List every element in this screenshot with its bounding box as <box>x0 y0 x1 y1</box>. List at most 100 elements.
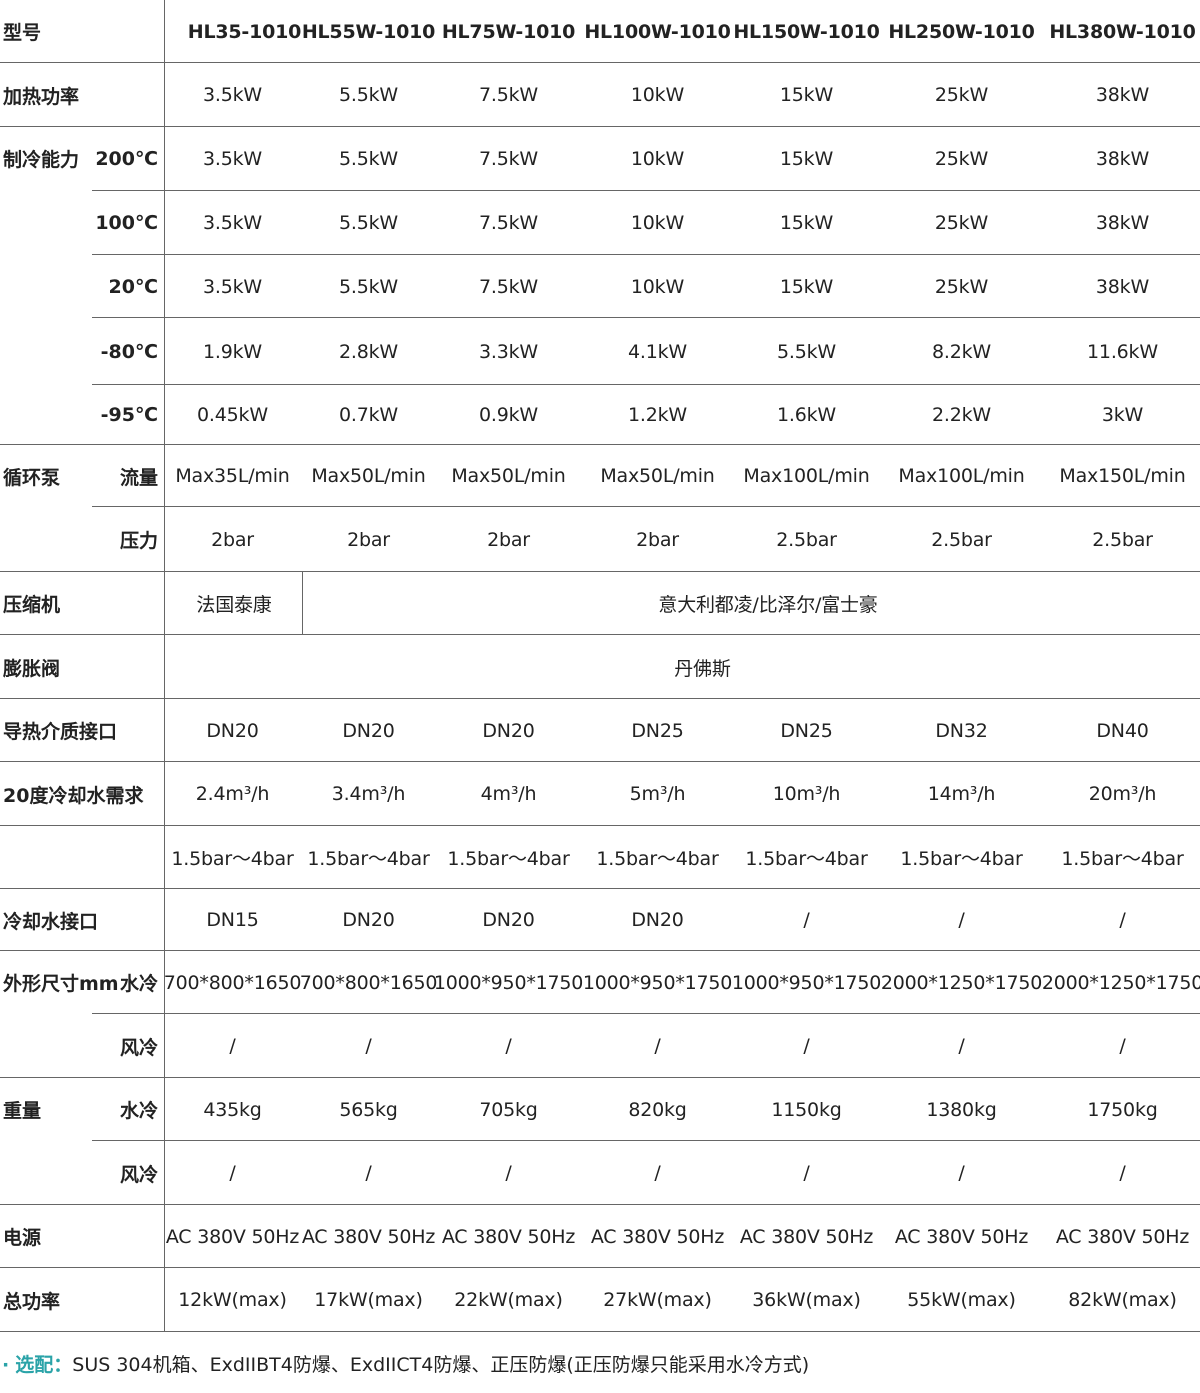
row-divider <box>92 190 1200 191</box>
value-cell: 2000*1250*1750 <box>1041 971 1200 994</box>
value-cell: DN32 <box>935 719 988 742</box>
value-cell: 1000*950*1750 <box>731 971 882 994</box>
value-cell: 2bar <box>211 528 254 551</box>
model-header: HL250W-1010 <box>888 20 1035 43</box>
value-cell: DN20 <box>482 909 535 931</box>
value-cell: 5.5kW <box>776 340 836 363</box>
value-cell: 法国泰康 <box>196 594 272 616</box>
value-cell: 38kW <box>1095 212 1150 234</box>
row-divider <box>0 950 1200 951</box>
row-label: 导热介质接口 <box>3 721 118 743</box>
value-cell: 1380kg <box>926 1098 997 1121</box>
table-row: 100℃ 3.5kW 5.5kW 7.5kW 10kW 15kW 25kW 38kW <box>0 190 1200 255</box>
value-cell: 3.5kW <box>202 148 262 170</box>
value-cell: 25kW <box>934 84 989 106</box>
divider <box>164 0 165 63</box>
value-cell: 8.2kW <box>931 340 991 363</box>
row-label: 20度冷却水需求 <box>3 784 144 807</box>
value-cell: DN25 <box>780 719 833 742</box>
value-cell: DN20 <box>342 909 395 931</box>
divider <box>164 699 165 762</box>
table-row: 导热介质接口 DN20 DN20 DN20 DN25 DN25 DN32 DN40 <box>0 698 1200 762</box>
row-sublabel: 流量 <box>119 466 158 489</box>
divider <box>164 1014 165 1078</box>
row-sublabel: 200℃ <box>95 148 158 170</box>
value-cell: Max50L/min <box>451 465 566 487</box>
value-cell: 5m³/h <box>629 783 686 805</box>
header-row: 型号 HL35-1010 HL55W-1010 HL75W-1010 HL100W-10… <box>0 0 1200 63</box>
value-cell: 丹佛斯 <box>674 657 731 680</box>
value-cell: / <box>803 1162 810 1184</box>
value-cell: 10kW <box>630 84 685 106</box>
value-cell: 435kg <box>203 1098 262 1121</box>
divider <box>164 318 165 385</box>
value-cell: 2bar <box>487 528 530 551</box>
value-cell: / <box>803 909 810 931</box>
value-cell: 1.5bar～4bar <box>447 848 570 870</box>
divider <box>164 507 165 572</box>
value-cell: Max100L/min <box>743 465 870 487</box>
value-cell: 1.5bar～4bar <box>745 848 868 870</box>
model-header: HL100W-1010 <box>584 20 731 43</box>
value-cell: / <box>803 1035 810 1057</box>
value-cell: 3.4m³/h <box>331 783 406 805</box>
row-divider <box>92 1013 1200 1014</box>
table-row: 压力 2bar 2bar 2bar 2bar 2.5bar 2.5bar 2.5bar <box>0 506 1200 572</box>
value-cell: 15kW <box>779 148 834 170</box>
value-cell: 1.5bar～4bar <box>307 848 430 870</box>
divider <box>164 63 165 127</box>
value-cell: 1.9kW <box>202 340 262 363</box>
divider <box>164 889 165 951</box>
value-cell: AC 380V 50Hz <box>894 1225 1029 1248</box>
value-cell: 1.5bar～4bar <box>900 848 1023 870</box>
value-cell: 38kW <box>1095 148 1150 170</box>
divider <box>164 951 165 1014</box>
value-cell: 38kW <box>1095 275 1150 298</box>
value-cell: 15kW <box>779 212 834 234</box>
value-cell: / <box>654 1162 661 1184</box>
row-divider <box>0 634 1200 635</box>
value-cell: 700*800*1650 <box>299 971 438 994</box>
value-cell: 2000*1250*1750 <box>880 971 1043 994</box>
value-cell: 2bar <box>347 528 390 551</box>
row-divider <box>92 254 1200 255</box>
value-cell: / <box>958 1035 965 1057</box>
value-cell: 10kW <box>630 148 685 170</box>
value-cell: DN25 <box>631 719 684 742</box>
value-cell: AC 380V 50Hz <box>1055 1225 1190 1248</box>
value-cell: 14m³/h <box>927 783 996 805</box>
value-cell: DN40 <box>1096 719 1149 742</box>
value-cell: / <box>365 1035 372 1057</box>
value-cell: 1750kg <box>1087 1098 1158 1121</box>
row-divider <box>0 761 1200 762</box>
row-divider <box>0 888 1200 889</box>
note-bullet: · <box>2 1354 10 1376</box>
table-row: 制冷能力 200℃ 3.5kW 5.5kW 7.5kW 10kW 15kW 25kW 38kW <box>0 126 1200 191</box>
value-cell: 1150kg <box>771 1098 842 1121</box>
value-cell: 5.5kW <box>338 84 398 106</box>
table-row: 总功率 12kW(max) 17kW(max) 22kW(max) 27kW(max) 3… <box>0 1267 1200 1332</box>
model-header: HL35-1010 <box>187 20 302 43</box>
table-row: 膨胀阀 丹佛斯 <box>0 634 1200 699</box>
note-key: 选配： <box>15 1354 73 1376</box>
row-label: 压缩机 <box>3 594 61 616</box>
value-cell: 15kW <box>779 84 834 106</box>
divider <box>164 1078 165 1141</box>
value-cell: 700*800*1650 <box>163 971 302 994</box>
row-sublabel: -95℃ <box>100 404 158 426</box>
value-cell: 2.2kW <box>931 404 991 426</box>
row-divider <box>0 1204 1200 1205</box>
divider <box>302 572 303 635</box>
value-cell: 7.5kW <box>478 148 538 170</box>
table-row: 风冷 / / / / / / / <box>0 1140 1200 1205</box>
table-row: 20度冷却水需求 2.4m³/h 3.4m³/h 4m³/h 5m³/h 10m³/h 14… <box>0 761 1200 826</box>
value-cell: 25kW <box>934 212 989 234</box>
options-note: · 选配：SUS 304机箱、ExdIIBT4防爆、ExdIICT4防爆、正压防… <box>2 1350 809 1377</box>
value-cell: 0.9kW <box>478 404 538 426</box>
value-cell: 20m³/h <box>1088 783 1157 805</box>
divider <box>164 127 165 191</box>
divider <box>164 385 165 445</box>
value-cell: DN20 <box>631 909 684 931</box>
value-cell: / <box>365 1162 372 1184</box>
value-cell: 12kW(max) <box>178 1289 287 1311</box>
